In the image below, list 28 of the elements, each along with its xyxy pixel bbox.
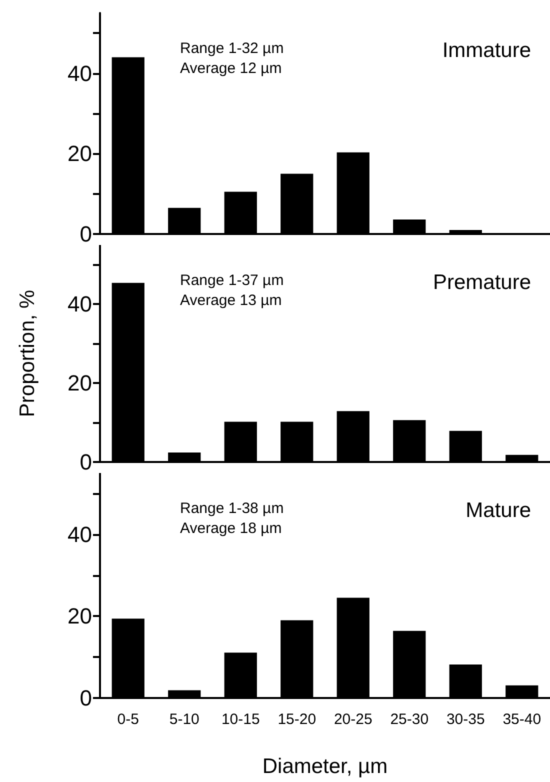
x-tick-label: 5-10 xyxy=(169,711,200,728)
x-tick-label: 0-5 xyxy=(117,711,139,728)
y-axis-title: Proportion, % xyxy=(16,290,39,418)
annotation: Average 13 µm xyxy=(180,292,282,309)
x-tick-label: 30-35 xyxy=(446,711,485,728)
text: Premature xyxy=(432,271,532,294)
y-tick-label: 40 xyxy=(68,522,92,547)
y-tick-label: 40 xyxy=(68,292,92,317)
y-tick-label: 20 xyxy=(68,370,92,396)
x-tick-label: 25-30 xyxy=(390,711,429,728)
annotation: Range 1-38 µm xyxy=(180,500,284,517)
y-tick-label: 0 xyxy=(80,450,92,474)
text: Mature xyxy=(466,499,531,522)
y-tick-label: 20 xyxy=(68,604,92,629)
x-tick-label: 10-15 xyxy=(221,711,260,728)
y-tick-label: 0 xyxy=(80,686,92,710)
y-tick-label: 20 xyxy=(68,141,92,166)
x-axis-title: Diameter, µm xyxy=(262,755,388,778)
annotation: Average 18 µm xyxy=(180,520,282,537)
annotation: Range 1-32 µm xyxy=(180,40,284,57)
annotation: Average 12 µm xyxy=(180,60,282,77)
x-tick-label: 15-20 xyxy=(278,711,316,728)
y-tick-label: 40 xyxy=(68,60,92,86)
x-tick-label: 20-25 xyxy=(334,711,372,728)
annotation: Range 1-37 µm xyxy=(180,272,284,289)
x-tick-label: 35-40 xyxy=(502,711,542,728)
text: Immature xyxy=(442,39,531,62)
y-tick-label: 0 xyxy=(80,222,92,246)
